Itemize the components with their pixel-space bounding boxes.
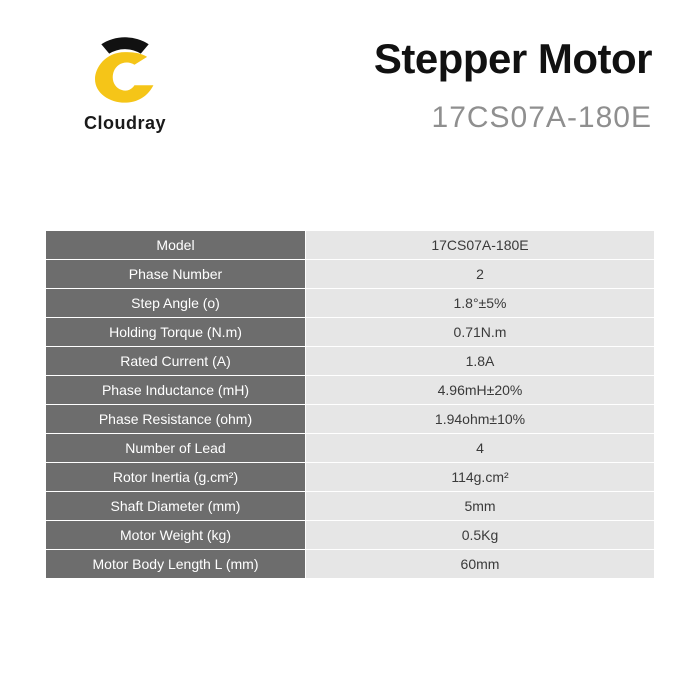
table-row: Holding Torque (N.m)0.71N.m: [46, 318, 655, 347]
spec-label: Rotor Inertia (g.cm²): [46, 463, 306, 492]
spec-label: Phase Number: [46, 260, 306, 289]
spec-value: 2: [306, 260, 655, 289]
spec-table-body: Model17CS07A-180EPhase Number2Step Angle…: [46, 231, 655, 579]
spec-label: Motor Weight (kg): [46, 521, 306, 550]
table-row: Motor Weight (kg)0.5Kg: [46, 521, 655, 550]
spec-label: Shaft Diameter (mm): [46, 492, 306, 521]
spec-value: 1.94ohm±10%: [306, 405, 655, 434]
table-row: Phase Inductance (mH)4.96mH±20%: [46, 376, 655, 405]
table-row: Phase Resistance (ohm)1.94ohm±10%: [46, 405, 655, 434]
table-row: Model17CS07A-180E: [46, 231, 655, 260]
table-row: Shaft Diameter (mm)5mm: [46, 492, 655, 521]
spec-label: Motor Body Length L (mm): [46, 550, 306, 579]
page-title: Stepper Motor: [374, 35, 652, 83]
table-row: Rated Current (A)1.8A: [46, 347, 655, 376]
spec-value: 60mm: [306, 550, 655, 579]
spec-value: 1.8°±5%: [306, 289, 655, 318]
spec-value: 114g.cm²: [306, 463, 655, 492]
spec-label: Holding Torque (N.m): [46, 318, 306, 347]
table-row: Step Angle (o)1.8°±5%: [46, 289, 655, 318]
spec-label: Rated Current (A): [46, 347, 306, 376]
spec-label: Model: [46, 231, 306, 260]
model-code: 17CS07A-180E: [374, 101, 652, 135]
spec-label: Step Angle (o): [46, 289, 306, 318]
spec-label: Phase Resistance (ohm): [46, 405, 306, 434]
spec-value: 5mm: [306, 492, 655, 521]
header: Cloudray Stepper Motor 17CS07A-180E: [0, 0, 700, 180]
table-row: Phase Number2: [46, 260, 655, 289]
table-row: Motor Body Length L (mm)60mm: [46, 550, 655, 579]
spec-value: 0.5Kg: [306, 521, 655, 550]
title-block: Stepper Motor 17CS07A-180E: [374, 35, 652, 135]
brand-logo-mark: [85, 30, 165, 105]
spec-value: 0.71N.m: [306, 318, 655, 347]
spec-label: Number of Lead: [46, 434, 306, 463]
spec-value: 4.96mH±20%: [306, 376, 655, 405]
spec-value: 1.8A: [306, 347, 655, 376]
brand-logo: Cloudray: [55, 30, 195, 134]
table-row: Rotor Inertia (g.cm²)114g.cm²: [46, 463, 655, 492]
spec-value: 17CS07A-180E: [306, 231, 655, 260]
table-row: Number of Lead4: [46, 434, 655, 463]
spec-table: Model17CS07A-180EPhase Number2Step Angle…: [45, 230, 655, 579]
spec-label: Phase Inductance (mH): [46, 376, 306, 405]
brand-name: Cloudray: [55, 113, 195, 134]
spec-value: 4: [306, 434, 655, 463]
